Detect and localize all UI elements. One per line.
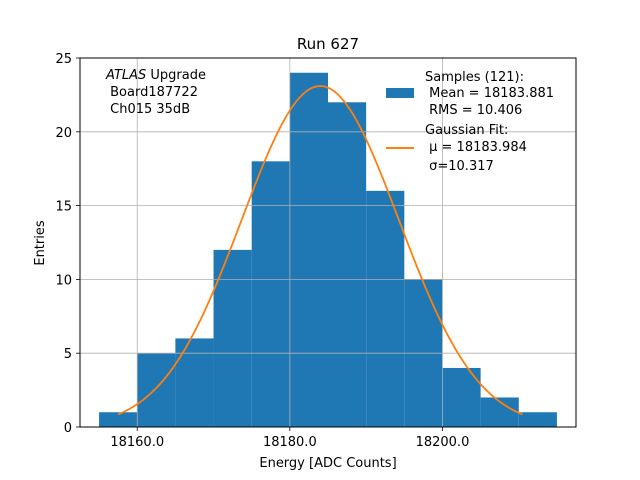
y-tick-label-1: 5 <box>64 347 72 362</box>
legend: Samples (121): Mean = 18183.881 RMS = 10… <box>386 70 554 174</box>
legend-fit-sigma: σ=10.317 <box>425 159 494 174</box>
annotation-board: Board187722 <box>106 85 198 100</box>
x-tick-label-2: 18200.0 <box>416 435 470 450</box>
annotation-channel: Ch015 35dB <box>106 102 190 117</box>
y-axis-label: Entries <box>33 220 48 266</box>
y-tick-label-4: 20 <box>55 126 72 141</box>
legend-fit-mu: μ = 18183.984 <box>425 140 527 155</box>
histogram-bar-4 <box>251 161 290 427</box>
plot-frame <box>79 57 577 428</box>
histogram-bar-6 <box>328 102 367 427</box>
upgrade-text: Upgrade <box>146 68 206 83</box>
histogram-bar-0 <box>99 412 138 427</box>
y-axis-ticks: 0 5 10 15 20 25 <box>55 52 80 436</box>
histogram-bar-5 <box>289 72 328 427</box>
x-axis-ticks: 18160.0 18180.0 18200.0 <box>110 427 469 450</box>
annotation-box: ATLAS Upgrade Board187722 Ch015 35dB <box>105 68 206 117</box>
legend-samples-swatch <box>386 88 414 98</box>
y-tick-label-3: 15 <box>55 200 72 215</box>
x-tick-label-1: 18180.0 <box>263 435 317 450</box>
histogram-bar-2 <box>175 338 214 427</box>
legend-samples-rms: RMS = 10.406 <box>425 103 522 118</box>
annotation-title: ATLAS Upgrade <box>105 68 206 83</box>
legend-samples-title: Samples (121): <box>425 70 524 85</box>
chart-title: Run 627 <box>297 35 359 53</box>
legend-samples-mean: Mean = 18183.881 <box>425 86 554 101</box>
y-tick-label-5: 25 <box>55 52 72 67</box>
gaussian-fit-line <box>117 85 523 416</box>
legend-fit-title: Gaussian Fit: <box>425 123 508 138</box>
histogram-bar-1 <box>137 353 176 427</box>
atlas-text: ATLAS <box>105 68 146 83</box>
x-tick-label-0: 18160.0 <box>110 435 164 450</box>
histogram-bar-7 <box>366 190 405 427</box>
y-tick-label-0: 0 <box>64 421 72 436</box>
histogram-bar-11 <box>518 412 557 427</box>
x-axis-label: Energy [ADC Counts] <box>259 456 396 471</box>
gaussian-fit <box>117 85 523 416</box>
y-tick-label-2: 10 <box>55 273 72 288</box>
